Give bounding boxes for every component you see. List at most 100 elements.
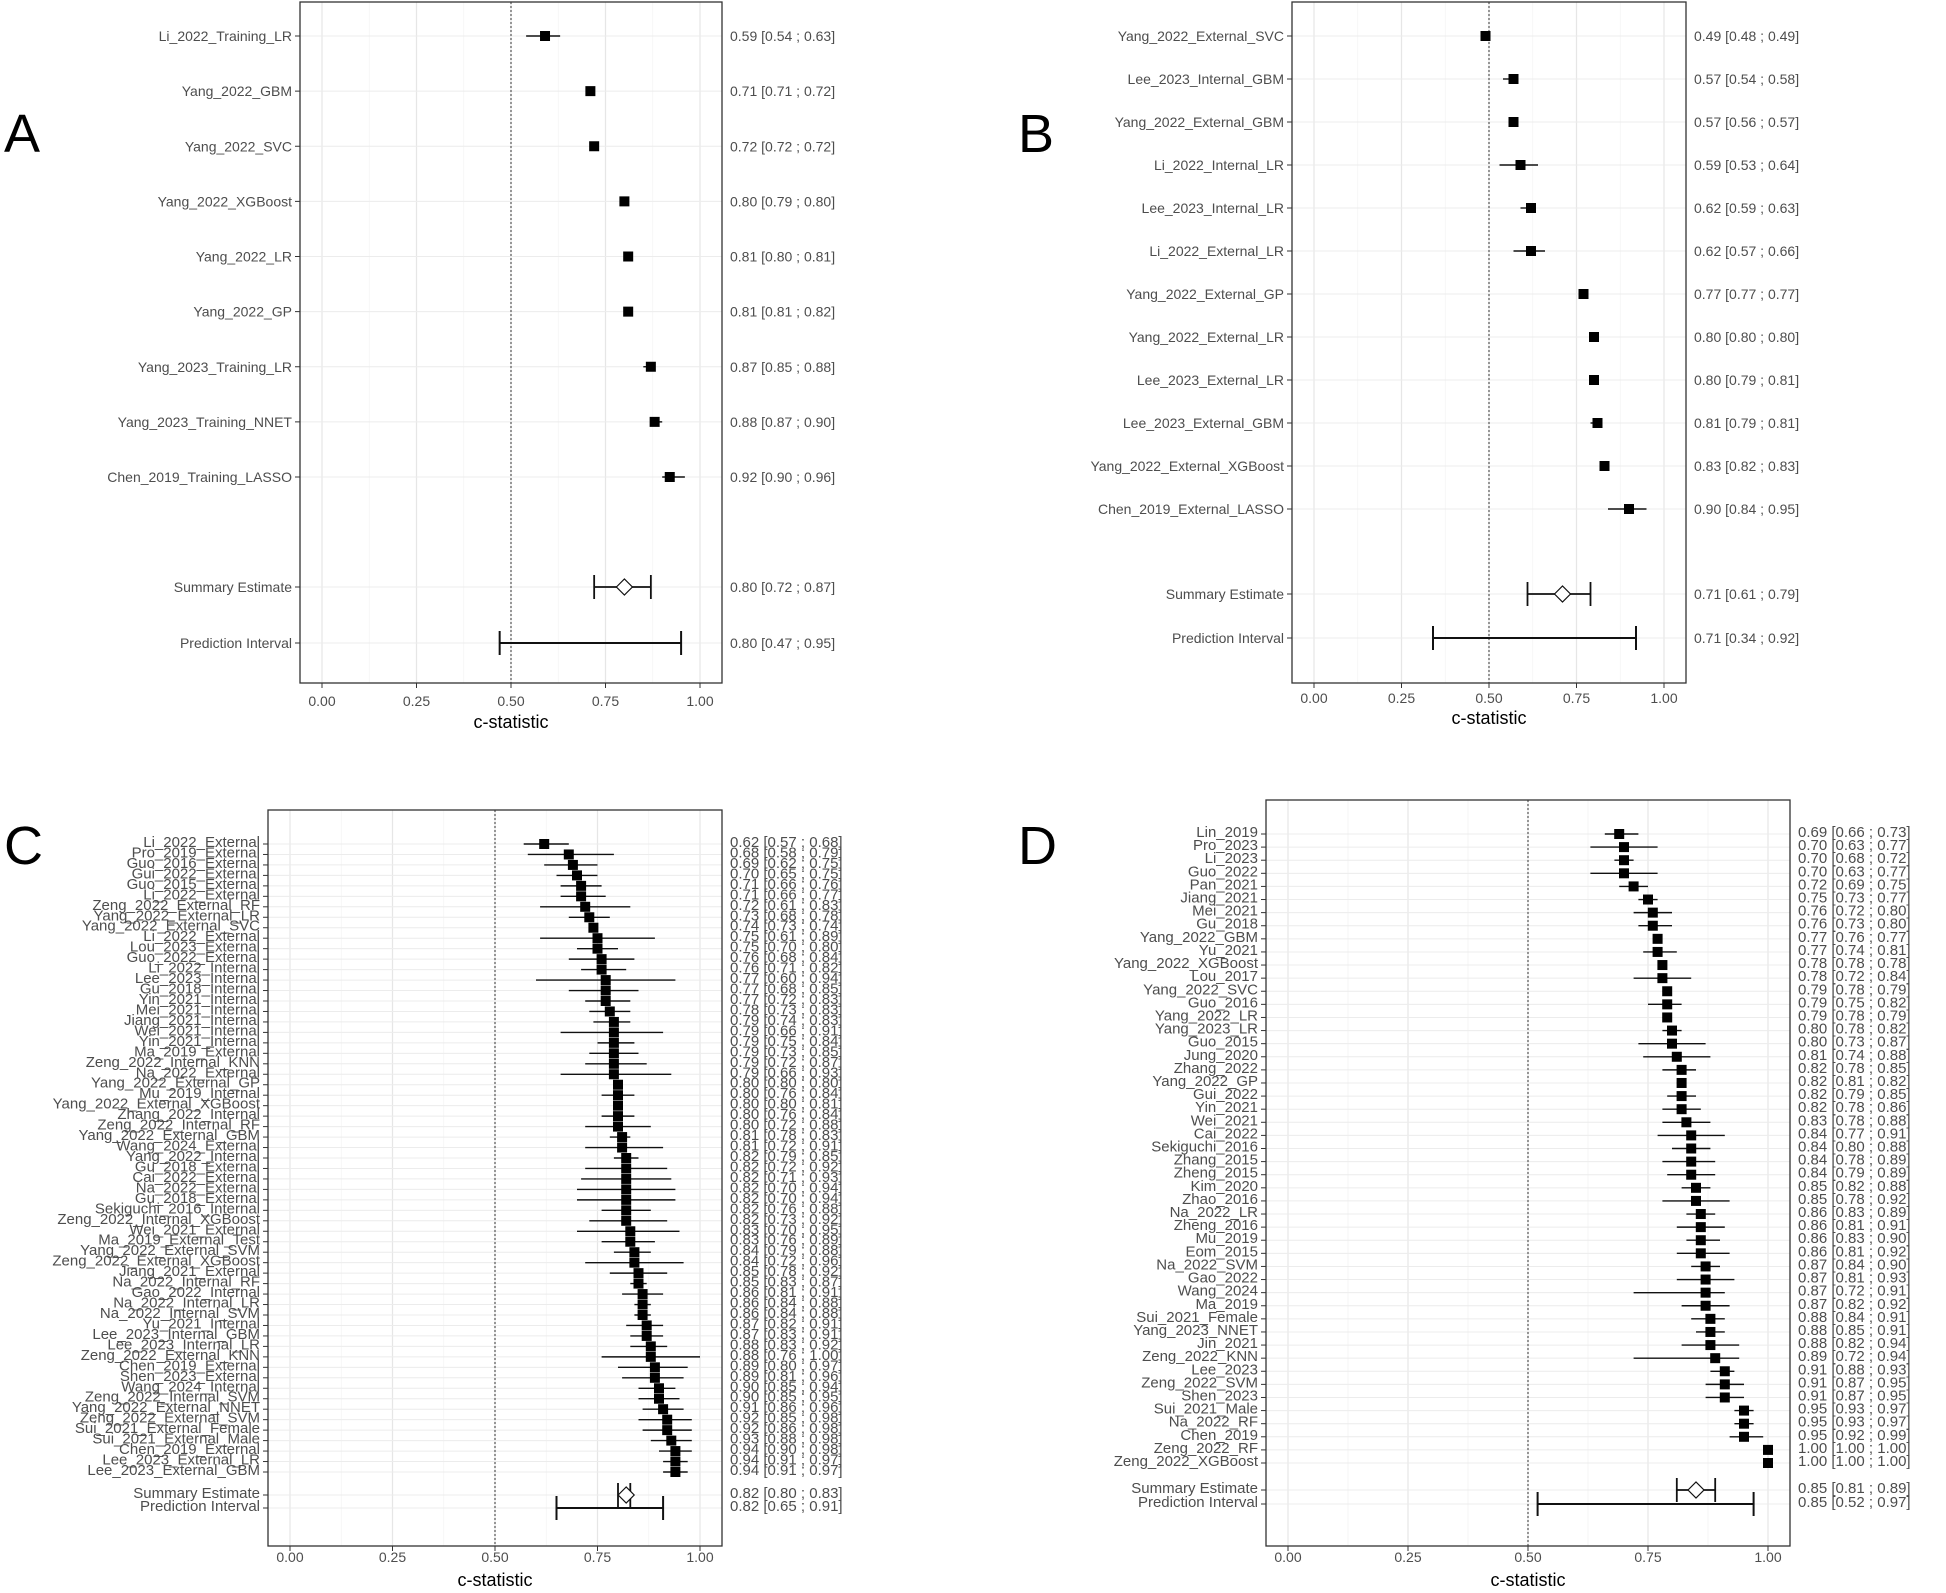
estimate-text: 0.85 [0.82 ; 0.88] xyxy=(1798,1178,1911,1195)
estimate-text: 0.84 [0.72 ; 0.96] xyxy=(730,1253,843,1270)
point-estimate xyxy=(584,912,595,923)
study-label: Yin_2021_Internal xyxy=(139,991,260,1008)
x-tick-label: 0.75 xyxy=(592,693,619,709)
point-estimate xyxy=(621,1153,632,1163)
estimate-text: 0.89 [0.80 ; 0.97] xyxy=(730,1357,843,1374)
study-label: Lee_2023 xyxy=(1191,1361,1258,1378)
point-estimate xyxy=(1719,1379,1730,1390)
study-label: Chen_2019_External_LASSO xyxy=(1098,501,1284,517)
studies: Li_2022_External 0.62 [0.57 ; 0.68]Pro_20… xyxy=(52,834,842,1479)
estimate-text: 0.87 [0.82 ; 0.91] xyxy=(730,1315,843,1332)
x-tick-label: 1.00 xyxy=(686,1549,713,1565)
summary-label: Summary Estimate xyxy=(1131,1480,1258,1497)
point-estimate xyxy=(629,1247,640,1258)
study-label: Yang_2022_Internal xyxy=(126,1148,260,1165)
point-estimate xyxy=(617,1132,628,1143)
point-estimate xyxy=(1662,986,1673,997)
estimate-text: 0.82 [0.81 ; 0.82] xyxy=(1798,1073,1911,1090)
study-label: Ma_2019 xyxy=(1195,1296,1258,1313)
point-estimate xyxy=(580,901,591,912)
point-estimate xyxy=(563,849,574,860)
study-row: Yang_2022_External_GP 0.80 [0.80 ; 0.80] xyxy=(91,1075,843,1092)
x-tick-label: 0.75 xyxy=(1634,1549,1661,1565)
estimate-text: 0.72 [0.69 ; 0.75] xyxy=(1798,876,1911,893)
x-tick-label: 0.00 xyxy=(308,693,335,709)
point-estimate xyxy=(1628,881,1639,892)
point-estimate xyxy=(1508,117,1519,127)
study-row: Yang_2022_GBM 0.71 [0.71 ; 0.72] xyxy=(182,83,835,99)
study-label: Guo_2015 xyxy=(1188,1034,1258,1051)
point-estimate xyxy=(633,1268,644,1279)
prediction-interval: Prediction Interval 0.80 [0.47 ; 0.95] xyxy=(180,631,835,655)
point-estimate xyxy=(1676,1077,1687,1088)
study-label: Yang_2023_NNET xyxy=(1133,1322,1258,1339)
point-estimate xyxy=(1515,160,1526,170)
study-row: Ma_2019_External_Test 0.83 [0.76 ; 0.89] xyxy=(98,1232,842,1249)
estimate-text: 0.94 [0.90 ; 0.98] xyxy=(730,1441,843,1458)
study-label: Li_2022_External xyxy=(143,928,260,945)
point-estimate xyxy=(1526,246,1536,256)
study-label: Zhang_2022_Internal xyxy=(117,1106,260,1123)
study-row: Lee_2023_Internal_LR 0.88 [0.83 ; 0.92] xyxy=(107,1336,842,1353)
study-label: Jin_2021 xyxy=(1197,1335,1258,1352)
study-row: Pan_2021 0.72 [0.69 ; 0.75] xyxy=(1190,876,1911,893)
estimate-text: 0.80 [0.73 ; 0.87] xyxy=(1798,1034,1911,1051)
estimate-text: 0.82 [0.72 ; 0.92] xyxy=(730,1158,843,1175)
point-estimate xyxy=(608,1037,619,1048)
point-estimate xyxy=(613,1079,623,1090)
point-estimate xyxy=(617,1142,628,1153)
study-label: Yu_2021 xyxy=(1199,942,1258,959)
estimate-text: 0.82 [0.79 ; 0.85] xyxy=(730,1148,843,1165)
estimate-text: 0.77 [0.68 ; 0.85] xyxy=(730,981,843,998)
point-estimate xyxy=(540,31,551,41)
study-label: Shen_2023 xyxy=(1181,1387,1258,1404)
point-estimate xyxy=(604,1006,615,1017)
study-row: Yang_2022_External_GP 0.77 [0.77 ; 0.77] xyxy=(1126,286,1799,302)
study-label: Zhang_2022 xyxy=(1174,1060,1258,1077)
estimate-text: 0.82 [0.79 ; 0.85] xyxy=(1798,1086,1911,1103)
point-estimate xyxy=(670,1456,681,1467)
study-row: Lee_2023_External_GBM 0.94 [0.91 ; 0.97] xyxy=(87,1462,842,1479)
study-label: Wei_2021 xyxy=(1191,1112,1258,1129)
estimate-text: 0.82 [0.71 ; 0.93] xyxy=(730,1169,843,1186)
point-estimate xyxy=(1695,1209,1706,1220)
prediction-text: 0.85 [0.52 ; 0.97] xyxy=(1798,1494,1911,1511)
panel-d: D Lin_2019 0.69 [0.66 ; 0.73] Pro_2023 0.70 … xyxy=(1018,799,1911,1590)
summary-text: 0.85 [0.81 ; 0.89] xyxy=(1798,1480,1911,1497)
point-estimate xyxy=(1592,418,1603,428)
estimate-text: 0.90 [0.85 ; 0.95] xyxy=(730,1389,843,1406)
study-row: Na_2022_RF 0.95 [0.93 ; 0.97] xyxy=(1169,1414,1911,1431)
study-label: Yang_2022_SVC xyxy=(1143,981,1258,998)
point-estimate xyxy=(608,1016,619,1027)
study-row: Yang_2022_External_SVC 0.74 [0.73 ; 0.74] xyxy=(82,918,843,935)
point-estimate xyxy=(585,86,596,97)
point-estimate xyxy=(1652,933,1663,944)
study-label: Lee_2023_External_GBM xyxy=(1123,415,1284,431)
study-row: Yang_2022_XGBoost 0.80 [0.79 ; 0.80] xyxy=(158,193,836,209)
study-label: Zheng_2016 xyxy=(1174,1217,1258,1234)
estimate-text: 0.71 [0.66 ; 0.76] xyxy=(730,876,843,893)
study-row: Yang_2022_External_LR 0.80 [0.80 ; 0.80] xyxy=(1129,329,1800,345)
x-axis-label: c-statistic xyxy=(1490,1570,1565,1590)
point-estimate xyxy=(1647,920,1658,931)
study-label: Eom_2015 xyxy=(1185,1243,1258,1260)
panel-c: C Li_2022_External 0.62 [0.57 ; 0.68]Pro_2… xyxy=(4,809,843,1590)
study-row: Yang_2022_External_LR 0.73 [0.68 ; 0.78] xyxy=(93,907,842,924)
study-row: Na_2022_Internal_SVM 0.86 [0.84 ; 0.88] xyxy=(100,1305,843,1322)
study-label: Yang_2022_XGBoost xyxy=(158,193,293,209)
study-label: Li_2022_Internal xyxy=(148,960,260,977)
prediction-text: 0.80 [0.47 ; 0.95] xyxy=(730,635,835,651)
estimate-text: 0.77 [0.72 ; 0.83] xyxy=(730,991,843,1008)
point-estimate xyxy=(592,943,603,954)
study-row: Yang_2023_LR 0.80 [0.78 ; 0.82] xyxy=(1155,1021,1911,1038)
study-row: Zeng_2022_SVM 0.91 [0.87 ; 0.95] xyxy=(1141,1374,1910,1391)
study-label: Zeng_2022_External_SVM xyxy=(80,1410,260,1427)
study-row: Zheng_2015 0.84 [0.79 ; 0.89] xyxy=(1174,1165,1911,1182)
estimate-text: 0.86 [0.81 ; 0.91] xyxy=(1798,1217,1911,1234)
study-row: Gao_2022 0.87 [0.81 ; 0.93] xyxy=(1188,1270,1911,1287)
study-row: Li_2022_External 0.75 [0.61 ; 0.89] xyxy=(143,928,842,945)
study-row: Yang_2022_External_SVM 0.84 [0.79 ; 0.88] xyxy=(80,1242,842,1259)
estimate-text: 0.78 [0.78 ; 0.78] xyxy=(1798,955,1911,972)
estimate-text: 0.80 [0.72 ; 0.88] xyxy=(730,1117,843,1134)
point-estimate xyxy=(1589,332,1599,342)
